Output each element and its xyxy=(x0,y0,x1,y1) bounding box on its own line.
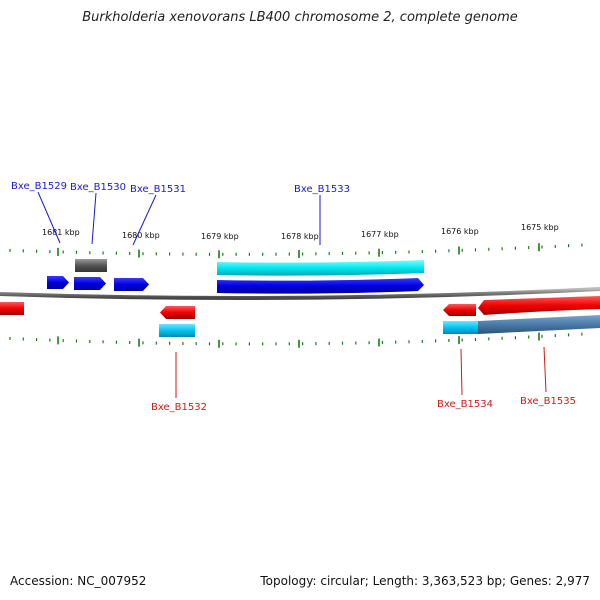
gene-label-bxe-b1534[interactable]: Bxe_B1534 xyxy=(437,399,493,410)
tick-label-1680: 1680 kbp xyxy=(122,231,160,240)
tick-label-1679: 1679 kbp xyxy=(201,232,239,241)
gene-arrow-bxe-b1532[interactable] xyxy=(160,306,195,319)
cds-bxe-b1534[interactable] xyxy=(443,321,479,334)
gene-arrow-bxe-b1529[interactable] xyxy=(47,276,69,289)
gene-label-bxe-b1531[interactable]: Bxe_B1531 xyxy=(130,184,186,195)
cds-bxe-b1532[interactable] xyxy=(159,324,195,337)
tick-label-1676: 1676 kbp xyxy=(441,227,479,236)
feature-bxe-b1530-other[interactable] xyxy=(75,259,107,272)
forward-strand-features xyxy=(47,259,424,294)
gene-label-bxe-b1535[interactable]: Bxe_B1535 xyxy=(520,396,576,407)
gene-arrow-bxe-b1531[interactable] xyxy=(114,278,149,291)
tick-label-1677: 1677 kbp xyxy=(361,230,399,239)
callout-lines xyxy=(37,191,547,398)
callout-line-bxe-b1531 xyxy=(132,194,157,246)
gene-label-bxe-b1530[interactable]: Bxe_B1530 xyxy=(70,182,126,193)
map-title: Burkholderia xenovorans LB400 chromosome… xyxy=(82,10,518,25)
tick-label-1681: 1681 kbp xyxy=(42,228,80,237)
scale-labels: 1681 kbp 1680 kbp 1679 kbp 1678 kbp 1677… xyxy=(42,223,559,241)
gene-arrow-bxe-b1530[interactable] xyxy=(74,277,106,290)
gene-arrow-bxe-b1535[interactable] xyxy=(478,296,600,315)
callout-line-bxe-b1535 xyxy=(543,346,547,393)
gene-label-bxe-b1529[interactable]: Bxe_B1529 xyxy=(11,181,67,192)
cds-bxe-b1533[interactable] xyxy=(217,260,424,276)
tick-label-1675: 1675 kbp xyxy=(521,223,559,232)
tick-label-1678: 1678 kbp xyxy=(281,232,319,241)
gene-labels: Bxe_B1529 Bxe_B1530 Bxe_B1531 Bxe_B1533 … xyxy=(11,181,576,413)
callout-line-bxe-b1534 xyxy=(460,348,463,396)
reverse-strand-features xyxy=(0,296,600,337)
genome-summary: Topology: circular; Length: 3,363,523 bp… xyxy=(260,574,590,588)
callout-line-bxe-b1530 xyxy=(91,192,97,245)
gene-label-bxe-b1533[interactable]: Bxe_B1533 xyxy=(294,184,350,195)
callout-line-bxe-b1529 xyxy=(37,191,61,244)
scale-ticks-top xyxy=(9,243,583,259)
gene-arrow-partial-left[interactable] xyxy=(0,302,24,315)
gene-label-bxe-b1532[interactable]: Bxe_B1532 xyxy=(151,402,207,413)
accession-label: Accession: NC_007952 xyxy=(10,574,147,588)
cds-bxe-b1535[interactable] xyxy=(478,315,600,334)
chromosome-backbone xyxy=(0,287,600,300)
gene-arrow-bxe-b1533[interactable] xyxy=(217,278,424,294)
gene-arrow-bxe-b1534[interactable] xyxy=(443,304,476,316)
scale-ticks-bottom xyxy=(9,332,583,348)
